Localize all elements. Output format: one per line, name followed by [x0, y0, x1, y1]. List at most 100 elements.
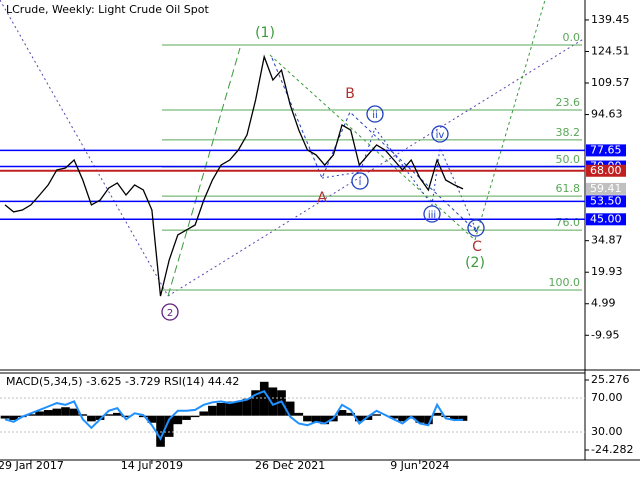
macd-bar [147, 415, 157, 423]
macd-bar [182, 415, 191, 420]
wave-line [271, 57, 478, 233]
macd-bar [69, 408, 79, 416]
macd-bar [372, 414, 381, 416]
price-level-label: 77.65 [590, 143, 622, 156]
macd-bar [156, 415, 165, 447]
price-level-box [586, 182, 626, 195]
macd-bar [35, 411, 44, 416]
chart-title: LCrude, Weekly: Light Crude Oil Spot [6, 3, 209, 16]
macd-bar [268, 387, 278, 416]
x-tick-label: 29 Jan 2017 [0, 459, 64, 472]
wave-label: B [345, 86, 355, 102]
macd-bar [354, 415, 364, 422]
price-level-box [586, 164, 626, 177]
y-tick-label: 19.93 [591, 265, 623, 278]
price-level-label: 59.41 [590, 182, 622, 195]
price-level-label: 45.00 [590, 212, 622, 225]
macd-bar [121, 415, 131, 418]
macd-bar [424, 415, 433, 425]
x-tick-label: 9 Jun 2024 [390, 459, 449, 472]
wave-circle [467, 219, 485, 237]
macd-bar [104, 414, 114, 416]
x-tick-label: 14 Jul 2019 [121, 459, 183, 472]
macd-bar [389, 415, 399, 419]
wave-line [167, 47, 241, 297]
macd-bar [450, 415, 459, 420]
wave-circle [423, 205, 441, 223]
x-tick-label: 26 Dec 2021 [255, 459, 325, 472]
wave-label: C [472, 239, 482, 255]
macd-bar [78, 414, 88, 416]
fib-label: 50.0 [556, 153, 581, 166]
wave-label: (1) [255, 25, 275, 41]
price-line [4, 54, 464, 297]
wave-circle [161, 303, 179, 321]
price-level-box [586, 195, 626, 208]
macd-bar [95, 415, 105, 420]
y-tick-label: 139.45 [591, 13, 630, 26]
wave-circle [351, 172, 369, 190]
y-tick-label: 25.276 [591, 373, 630, 386]
macd-bar [458, 415, 468, 421]
y-tick-label: 124.51 [591, 44, 630, 57]
macd-bar [346, 412, 355, 416]
wave-circle [431, 125, 449, 143]
macd-bar [113, 412, 122, 416]
wave-label: iv [436, 130, 445, 141]
macd-bar [441, 415, 451, 418]
macd-bar [311, 415, 321, 423]
macd-bar [259, 381, 269, 416]
macd-bar [43, 410, 53, 416]
macd-bar [216, 402, 226, 416]
fib-label: 23.6 [556, 96, 581, 109]
indicator-title: MACD(5,34,5) -3.625 -3.729 RSI(14) 44.42 [6, 375, 239, 388]
wave-label: (2) [465, 255, 485, 271]
price-level-label: 53.50 [590, 194, 622, 207]
macd-bar [208, 405, 217, 416]
y-tick-label: 109.57 [591, 76, 630, 89]
rsi-line [4, 389, 464, 441]
macd-bar [398, 415, 407, 422]
macd-bar [242, 398, 252, 416]
wave-circle [366, 105, 384, 123]
macd-bar [61, 407, 70, 416]
y-tick-label: 94.63 [591, 108, 623, 121]
fib-label: 61.8 [556, 182, 581, 195]
macd-bar [432, 412, 442, 416]
macd-bar [303, 415, 312, 422]
macd-bar [164, 415, 174, 437]
macd-bar [199, 411, 209, 416]
fib-label: 76.0 [556, 216, 581, 229]
wave-label: i [359, 177, 362, 188]
macd-bar [190, 415, 200, 418]
macd-bar [337, 410, 347, 416]
wave-label: iii [428, 210, 436, 221]
y2-tick-label: 30.00 [591, 425, 623, 438]
macd-bar [251, 390, 260, 416]
y-tick-label: -24.282 [591, 443, 633, 456]
macd-bar [0, 415, 10, 419]
y-tick-label: 4.99 [591, 297, 616, 310]
macd-bar [415, 415, 425, 423]
trend-line [0, 0, 169, 297]
macd-bar [87, 415, 96, 422]
fib-label: 38.2 [556, 126, 581, 139]
macd-bar [9, 415, 18, 420]
y-tick-label: -9.95 [591, 328, 619, 341]
y2-tick-label: 70.00 [591, 391, 623, 404]
macd-bar [26, 414, 36, 416]
wave-label: ii [372, 110, 378, 121]
wave-label: v [473, 224, 479, 235]
wave-line [269, 54, 476, 241]
macd-bar [285, 401, 295, 416]
wave-label: A [317, 190, 327, 206]
macd-bar [173, 415, 183, 425]
price-level-box [586, 213, 626, 226]
fib-label: 100.0 [549, 276, 581, 289]
price-level-label: 68.00 [590, 164, 622, 177]
macd-bar [294, 412, 304, 416]
wave-label: 2 [167, 308, 173, 319]
macd-bar [234, 401, 243, 416]
